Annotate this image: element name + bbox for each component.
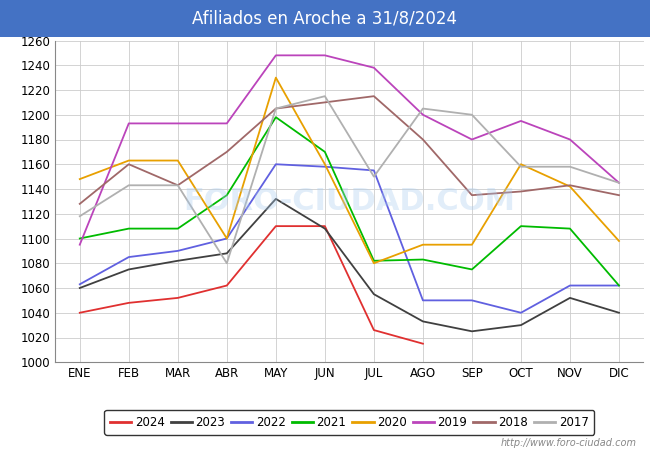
Text: FORO-CIUDAD.COM: FORO-CIUDAD.COM <box>183 187 515 216</box>
Legend: 2024, 2023, 2022, 2021, 2020, 2019, 2018, 2017: 2024, 2023, 2022, 2021, 2020, 2019, 2018… <box>105 410 594 435</box>
Text: Afiliados en Aroche a 31/8/2024: Afiliados en Aroche a 31/8/2024 <box>192 9 458 27</box>
Text: http://www.foro-ciudad.com: http://www.foro-ciudad.com <box>501 438 637 448</box>
